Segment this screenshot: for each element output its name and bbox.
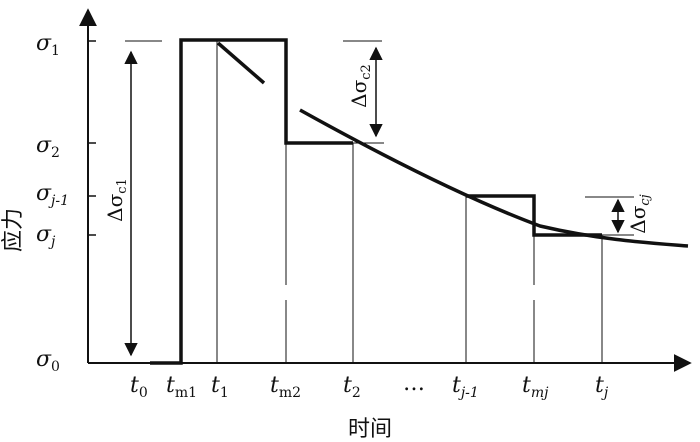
initial-decay-segment xyxy=(216,41,266,85)
y-label-s0: σ0 xyxy=(36,347,60,375)
delta-sigma-cj-label: Δσcj xyxy=(626,194,653,233)
x-axis-title: 时间 xyxy=(348,417,392,442)
x-label-tj: tj xyxy=(595,373,609,401)
y-label-s1: σ1 xyxy=(36,31,60,59)
delta-sigma-c2-label: Δσc2 xyxy=(347,64,374,108)
y-label-sj: σj xyxy=(36,222,56,250)
x-label-tm2: tm2 xyxy=(270,373,301,401)
decay-curve xyxy=(299,108,689,248)
x-label-ellipsis: … xyxy=(403,371,425,396)
x-label-tm1: tm1 xyxy=(166,373,197,401)
y-label-sj1: σj-1 xyxy=(36,181,69,209)
x-label-tj1: tj-1 xyxy=(452,373,479,401)
x-label-tmj: tmj xyxy=(522,373,549,401)
stepped-stress-path-j xyxy=(466,194,602,237)
stepped-stress-path xyxy=(150,38,353,365)
y-label-s2: σ2 xyxy=(36,133,60,161)
x-label-t2: t2 xyxy=(343,373,361,401)
x-label-t1: t1 xyxy=(211,373,229,401)
x-label-t0: t0 xyxy=(130,373,148,401)
y-axis-title: 应力 xyxy=(1,208,26,252)
delta-sigma-c1-label: Δσc1 xyxy=(103,178,130,222)
